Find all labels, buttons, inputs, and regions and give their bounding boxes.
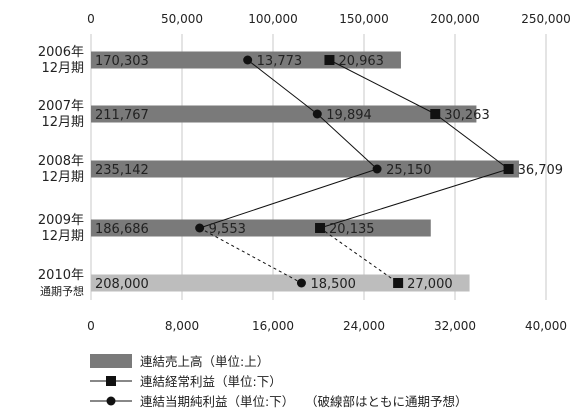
category-label-period: 12月期 — [41, 61, 84, 76]
sales-bar-label: 170,303 — [95, 54, 149, 69]
profit-lines — [199, 59, 509, 284]
category-label-period: 12月期 — [41, 229, 84, 244]
legend-label: 連結当期純利益（単位:下） — [140, 394, 294, 409]
category-label-period: 12月期 — [41, 170, 84, 185]
ordinary-profit-marker — [430, 109, 441, 119]
category-label-period: 12月期 — [41, 115, 84, 130]
legend-square-marker — [106, 376, 116, 386]
net-income-label: 13,773 — [257, 54, 303, 69]
ordinary-profit-marker — [324, 55, 335, 65]
ordinary-profit-label: 30,263 — [444, 108, 490, 123]
bottom-tick-label: 24,000 — [343, 319, 385, 333]
legend-circle-marker — [106, 396, 116, 406]
top-tick-label: 250,000 — [521, 12, 571, 26]
legend-label: 連結売上高（単位:上） — [140, 354, 269, 369]
bottom-tick-label: 40,000 — [525, 319, 567, 333]
ordinary-profit-marker — [315, 223, 326, 233]
net-income-marker — [195, 223, 205, 233]
sales-bar — [91, 219, 431, 237]
category-label-year: 2007年 — [38, 99, 84, 114]
bottom-axis-ticks: 0 8,000 16,000 24,000 32,000 40,000 — [87, 319, 567, 333]
series-segment — [329, 59, 436, 115]
forecast-segment — [199, 227, 302, 284]
sales-bars: 170,303 211,767 235,142 186,686 208,000 — [91, 51, 519, 292]
bottom-tick-label: 8,000 — [165, 319, 199, 333]
series-segment — [434, 113, 509, 170]
series-segment — [199, 168, 378, 229]
sales-bar-label: 211,767 — [95, 108, 149, 123]
category-label-year: 2006年 — [38, 45, 84, 60]
ordinary-profit-label: 27,000 — [407, 277, 453, 292]
sales-bar-label: 208,000 — [95, 277, 149, 292]
net-income-label: 25,150 — [386, 163, 432, 178]
top-tick-label: 200,000 — [430, 12, 480, 26]
ordinary-profit-marker — [503, 164, 514, 174]
ordinary-profit-marker — [393, 278, 404, 288]
sales-bar-label: 186,686 — [95, 222, 149, 237]
top-axis-ticks: 0 50,000 100,000 150,000 200,000 250,000 — [87, 12, 571, 26]
top-tick-label: 0 — [87, 12, 95, 26]
category-label-year: 2008年 — [38, 154, 84, 169]
sales-bar — [91, 160, 519, 178]
series-segment — [316, 113, 378, 170]
series-segment — [319, 168, 509, 229]
category-label-year: 2009年 — [38, 213, 84, 228]
bottom-tick-label: 16,000 — [252, 319, 294, 333]
profit-markers: 13,773 19,894 25,150 9,553 18,500 20,963 30,26… — [195, 54, 563, 292]
ordinary-profit-label: 20,135 — [329, 222, 375, 237]
net-income-label: 19,894 — [326, 108, 372, 123]
sales-bar — [91, 274, 470, 292]
legend-label: 連結経常利益（単位:下） — [140, 374, 282, 389]
net-income-marker — [312, 109, 322, 119]
category-labels: 2006年12月期2007年12月期2008年12月期2009年12月期2010… — [38, 45, 84, 298]
top-tick-label: 100,000 — [248, 12, 298, 26]
series-segment — [247, 59, 318, 115]
top-tick-label: 50,000 — [161, 12, 203, 26]
category-label-period: 通期予想 — [40, 284, 84, 298]
forecast-segment — [319, 227, 399, 284]
net-income-marker — [372, 164, 382, 174]
net-income-label: 9,553 — [209, 222, 246, 237]
net-income-marker — [296, 278, 306, 288]
ordinary-profit-label: 20,963 — [338, 54, 384, 69]
legend-note: （破線部はともに通期予想） — [305, 394, 468, 409]
top-tick-label: 150,000 — [339, 12, 389, 26]
net-income-marker — [243, 55, 253, 65]
ordinary-profit-label: 36,709 — [518, 163, 564, 178]
net-income-label: 18,500 — [310, 277, 356, 292]
sales-bar-label: 235,142 — [95, 163, 149, 178]
sales-bar — [91, 105, 477, 123]
category-label-year: 2010年 — [38, 268, 84, 283]
bottom-tick-label: 32,000 — [434, 319, 476, 333]
legend: 連結売上高（単位:上） 連結経常利益（単位:下） 連結当期純利益（単位:下） （破線部… — [90, 354, 468, 409]
legend-swatch-bar — [90, 354, 132, 368]
bottom-tick-label: 0 — [87, 319, 95, 333]
